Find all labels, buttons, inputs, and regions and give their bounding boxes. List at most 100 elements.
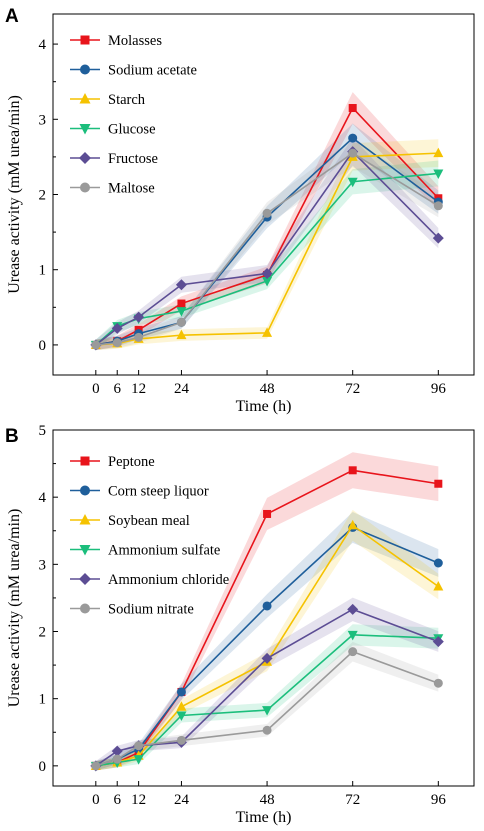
data-point xyxy=(176,687,186,697)
data-point xyxy=(133,755,144,765)
error-band-4 xyxy=(95,160,439,351)
data-point xyxy=(134,741,144,751)
data-point xyxy=(347,630,358,641)
legend: Molasses Sodium acetate Starch Glucose Fruct… xyxy=(70,33,197,197)
data-point xyxy=(134,332,144,342)
plot-frame xyxy=(52,429,475,787)
y-tick-label: 1 xyxy=(39,692,47,708)
x-tick-label: 12 xyxy=(131,381,146,397)
data-point xyxy=(91,340,101,350)
x-axis-title: Time (h) xyxy=(236,398,292,415)
data-point xyxy=(262,725,272,735)
data-point xyxy=(262,208,272,218)
legend-label: Soybean meal xyxy=(108,513,190,529)
legend-label: Ammonium chloride xyxy=(108,572,229,588)
data-point xyxy=(176,307,187,317)
data-point xyxy=(433,147,444,158)
legend-entry: Ammonium sulfate xyxy=(70,543,220,559)
data-point xyxy=(176,701,187,711)
data-point xyxy=(433,558,443,568)
x-tick-label: 6 xyxy=(113,792,121,808)
x-tick-label: 0 xyxy=(92,381,100,397)
data-point xyxy=(432,636,444,648)
legend-label: Peptone xyxy=(108,454,155,470)
data-point xyxy=(347,519,358,530)
y-tick-label: 0 xyxy=(39,338,47,354)
x-tick-label: 0 xyxy=(92,792,100,808)
data-point xyxy=(434,479,443,488)
series-6 xyxy=(91,148,443,350)
panel-label: B xyxy=(5,426,19,447)
y-tick-label: 5 xyxy=(39,423,47,439)
panel-label: A xyxy=(5,6,19,27)
legend-label: Molasses xyxy=(108,33,162,49)
legend-label: Glucose xyxy=(108,122,156,138)
legend-entry: Soybean meal xyxy=(70,513,190,529)
legend-entry: Molasses xyxy=(70,33,162,49)
error-bands xyxy=(95,92,439,351)
x-tick-label: 48 xyxy=(260,381,275,397)
data-point xyxy=(433,201,443,211)
legend-entry: Sodium acetate xyxy=(70,63,197,79)
data-point xyxy=(133,311,145,323)
legend-marker xyxy=(80,485,90,496)
data-point xyxy=(261,267,273,279)
data-point xyxy=(111,745,123,757)
legend-label: Starch xyxy=(108,92,146,108)
data-point xyxy=(347,177,358,188)
data-point xyxy=(263,509,272,518)
data-point xyxy=(262,276,273,287)
x-tick-label: 48 xyxy=(260,792,275,808)
legend-marker xyxy=(79,514,91,525)
legend-marker xyxy=(79,124,91,135)
data-point xyxy=(262,327,273,337)
x-tick-label: 24 xyxy=(174,792,190,808)
data-point xyxy=(432,232,444,244)
data-point xyxy=(176,329,187,340)
data-point xyxy=(262,601,272,611)
legend-marker xyxy=(80,64,90,75)
legend-entry: Sodium nitrate xyxy=(70,602,194,618)
legend-marker xyxy=(80,603,90,614)
legend-entry: Fructose xyxy=(70,151,158,167)
legend-entry: Maltose xyxy=(70,181,155,197)
data-point xyxy=(262,706,273,716)
x-tick-label: 72 xyxy=(345,381,360,397)
y-tick-label: 4 xyxy=(39,37,47,53)
data-point xyxy=(176,711,187,721)
data-point xyxy=(175,279,187,291)
error-band-2 xyxy=(95,511,439,771)
data-point xyxy=(348,104,357,113)
x-tick-label: 6 xyxy=(113,381,121,397)
data-point xyxy=(433,581,444,591)
data-point xyxy=(433,169,444,179)
data-point xyxy=(348,133,358,143)
data-point xyxy=(91,761,101,771)
x-tick-label: 96 xyxy=(431,381,447,397)
data-point xyxy=(347,603,359,615)
data-point xyxy=(111,322,123,334)
legend-label: Sodium acetate xyxy=(108,63,197,79)
data-point xyxy=(177,299,186,308)
legend: Peptone Corn steep liquor Soybean meal Ammo… xyxy=(70,454,229,618)
legend-marker xyxy=(80,182,90,193)
y-tick-label: 2 xyxy=(39,188,47,204)
y-tick-label: 4 xyxy=(39,490,47,506)
x-tick-label: 96 xyxy=(431,792,447,808)
y-tick-label: 1 xyxy=(39,263,47,279)
data-point xyxy=(348,148,358,158)
y-tick-label: 2 xyxy=(39,625,47,641)
y-tick-label: 3 xyxy=(39,112,47,128)
data-point xyxy=(261,652,273,664)
x-tick-label: 12 xyxy=(131,792,146,808)
legend-entry: Corn steep liquor xyxy=(70,484,209,500)
y-tick-label: 3 xyxy=(39,557,47,573)
data-point xyxy=(348,466,357,475)
legend-marker xyxy=(79,93,91,104)
legend-label: Fructose xyxy=(108,151,158,167)
x-tick-label: 24 xyxy=(174,381,190,397)
legend-entry: Starch xyxy=(70,92,146,108)
legend-marker xyxy=(80,35,90,45)
